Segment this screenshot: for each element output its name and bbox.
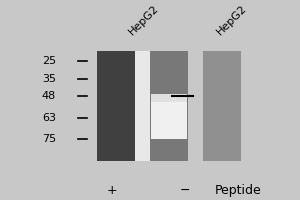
Text: HepG2: HepG2 <box>126 3 160 37</box>
FancyBboxPatch shape <box>152 101 187 139</box>
FancyBboxPatch shape <box>135 51 150 161</box>
Text: 25: 25 <box>42 56 56 66</box>
Text: Peptide: Peptide <box>215 184 262 197</box>
Text: −: − <box>180 184 190 197</box>
Text: 35: 35 <box>42 74 56 84</box>
Text: 48: 48 <box>41 91 56 101</box>
FancyBboxPatch shape <box>203 51 241 161</box>
FancyBboxPatch shape <box>150 51 188 161</box>
FancyBboxPatch shape <box>97 51 135 161</box>
Text: 75: 75 <box>42 134 56 144</box>
Text: 63: 63 <box>42 113 56 123</box>
Text: HepG2: HepG2 <box>215 3 249 37</box>
Text: +: + <box>106 184 117 197</box>
FancyBboxPatch shape <box>152 94 187 102</box>
